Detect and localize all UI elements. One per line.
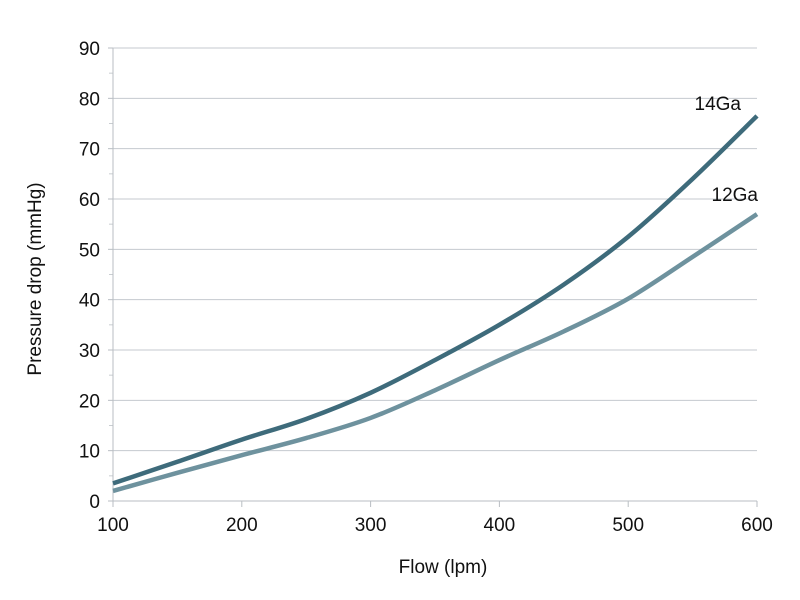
- series-lines: [112, 114, 759, 494]
- x-tick-label: 200: [226, 515, 258, 536]
- y-tick-label: 70: [79, 140, 100, 161]
- y-tick-label: 90: [79, 39, 100, 60]
- x-tick-label: 400: [484, 515, 516, 536]
- axes: [108, 47, 758, 507]
- y-tick-label: 80: [79, 89, 100, 110]
- x-tick-label: 600: [741, 515, 773, 536]
- y-tick-label: 50: [79, 240, 100, 261]
- y-axis-label: Pressure drop (mmHg): [25, 182, 46, 375]
- y-tick-label: 10: [79, 442, 100, 463]
- x-tick-label: 100: [97, 515, 129, 536]
- x-tick-labels: 100 200 300 400 500 600: [97, 515, 773, 536]
- y-tick-label: 60: [79, 190, 100, 211]
- y-tick-label: 20: [79, 391, 100, 412]
- x-tick-label: 500: [612, 515, 644, 536]
- series-label-14ga: 14Ga: [695, 94, 742, 115]
- series-line-14ga: [112, 114, 759, 486]
- series-labels: 14Ga 12Ga: [695, 94, 759, 206]
- y-tick-labels: 0 10 20 30 40 50 60 70 80 90: [79, 39, 100, 513]
- x-axis-label: Flow (lpm): [399, 557, 488, 578]
- series-line-12ga: [112, 212, 759, 494]
- y-tick-label: 40: [79, 291, 100, 312]
- y-tick-label: 0: [89, 492, 100, 513]
- y-tick-label: 30: [79, 341, 100, 362]
- gridlines: [113, 47, 757, 452]
- x-tick-label: 300: [355, 515, 387, 536]
- series-label-12ga: 12Ga: [712, 185, 759, 206]
